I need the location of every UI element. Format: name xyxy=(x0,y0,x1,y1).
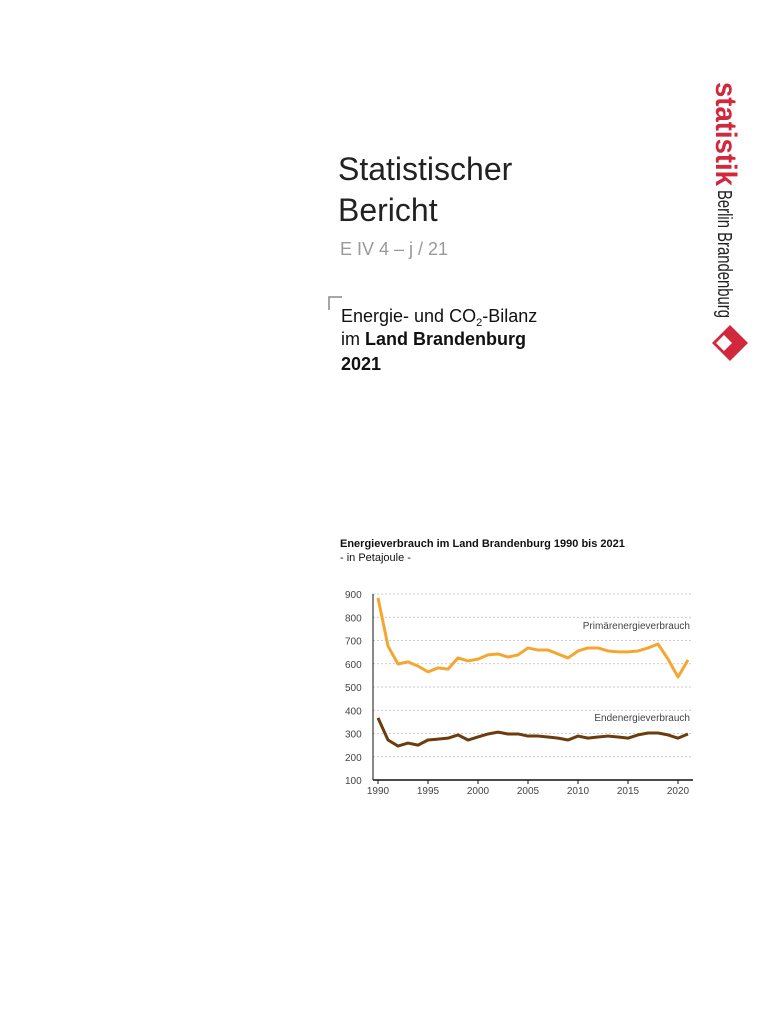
x-tick-label: 2005 xyxy=(517,786,540,797)
y-tick-label: 800 xyxy=(345,613,362,624)
title: Bericht xyxy=(338,192,438,228)
y-tick-label: 100 xyxy=(345,776,362,787)
subtitle-text: Energie- und CO xyxy=(341,306,476,326)
x-tick-label: 2000 xyxy=(467,786,490,797)
y-tick-label: 200 xyxy=(345,753,362,764)
bracket xyxy=(328,296,342,310)
subtitle-year: 2021 xyxy=(341,354,381,374)
chart-subtitle: - in Petajoule - xyxy=(340,552,411,564)
x-tick-label: 1990 xyxy=(367,786,390,797)
y-tick-label: 700 xyxy=(345,637,362,648)
series-label: Endenergieverbrauch xyxy=(594,713,690,724)
series-label: Primärenergieverbrauch xyxy=(583,621,690,632)
y-tick-label: 900 xyxy=(345,590,362,601)
subtitle-bold: Land Brandenburg xyxy=(365,329,526,349)
subtitle-sub: 2 xyxy=(476,317,482,329)
y-tick-label: 500 xyxy=(345,683,362,694)
logo-region: Berlin Brandenburg xyxy=(713,190,735,318)
y-tick-label: 600 xyxy=(345,660,362,671)
subtitle-text: im xyxy=(341,329,365,349)
report-code: E IV 4 – j / 21 xyxy=(340,239,448,259)
logo-icon xyxy=(712,325,748,361)
x-tick-label: 2015 xyxy=(617,786,640,797)
series-line xyxy=(376,597,690,679)
x-tick-label: 2010 xyxy=(567,786,590,797)
subtitle: Energie- und CO2-Bilanz xyxy=(341,306,537,329)
chart-title: Energieverbrauch im Land Brandenburg 199… xyxy=(340,538,625,550)
x-tick-label: 1995 xyxy=(417,786,440,797)
series-line xyxy=(376,717,689,748)
logo-brand: statistik xyxy=(709,82,742,186)
y-tick-label: 400 xyxy=(345,706,362,717)
title: Statistischer xyxy=(338,151,513,187)
y-tick-label: 300 xyxy=(345,730,362,741)
x-tick-label: 2020 xyxy=(667,786,690,797)
subtitle: im Land Brandenburg xyxy=(341,329,526,349)
subtitle-text: -Bilanz xyxy=(482,306,537,326)
